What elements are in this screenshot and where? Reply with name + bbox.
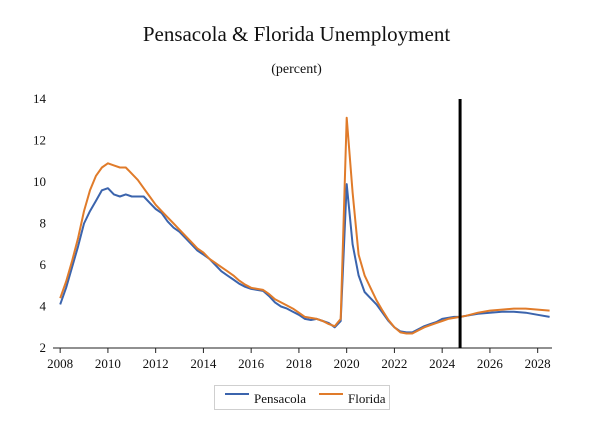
series-line-florida <box>59 116 550 335</box>
x-tick-label: 2008 <box>47 356 73 371</box>
chart-subtitle: (percent) <box>271 62 322 77</box>
x-axis-ticks: 2008 2010 2012 2014 2016 2018 2020 2022 2024 2026… <box>47 348 551 371</box>
series-lines <box>59 116 550 335</box>
x-tick-label: 2014 <box>190 356 217 371</box>
chart-title: Pensacola & Florida Unemployment <box>142 22 451 46</box>
legend-swatch-florida <box>319 393 343 395</box>
x-tick-label: 2020 <box>334 356 360 371</box>
x-tick-label: 2026 <box>477 356 504 371</box>
y-tick-label: 6 <box>40 257 47 272</box>
x-tick-label: 2018 <box>286 356 312 371</box>
x-tick-label: 2028 <box>525 356 551 371</box>
x-tick-label: 2012 <box>143 356 169 371</box>
y-tick-label: 2 <box>40 340 47 355</box>
legend-label-pensacola: Pensacola <box>254 391 306 406</box>
y-tick-label: 4 <box>40 299 47 314</box>
series-line-pensacola <box>59 183 550 334</box>
x-tick-label: 2010 <box>95 356 121 371</box>
y-tick-label: 8 <box>40 216 47 231</box>
legend-label-florida: Florida <box>348 391 386 406</box>
x-tick-label: 2022 <box>381 356 407 371</box>
y-tick-label: 10 <box>33 174 46 189</box>
legend: Pensacola Florida <box>214 385 390 410</box>
y-tick-label: 14 <box>33 91 47 106</box>
y-tick-label: 12 <box>33 133 46 148</box>
legend-swatch-pensacola <box>225 393 249 395</box>
x-tick-label: 2024 <box>429 356 456 371</box>
y-axis-ticks: 2 4 6 8 10 12 14 <box>33 91 47 355</box>
x-tick-label: 2016 <box>238 356 265 371</box>
